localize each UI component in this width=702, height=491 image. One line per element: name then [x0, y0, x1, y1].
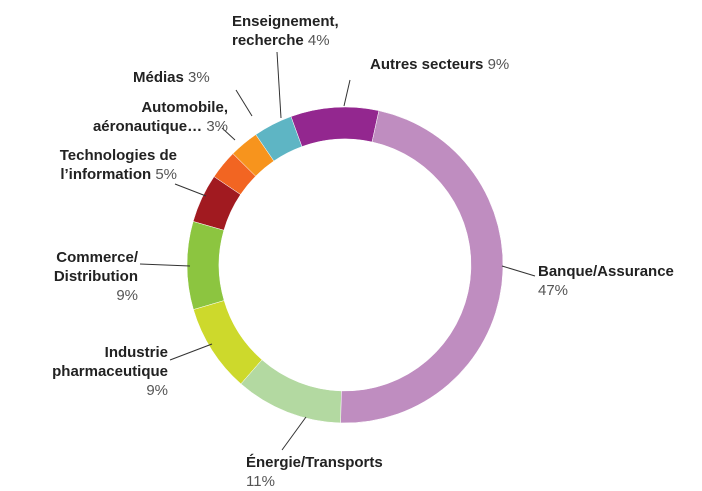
leader: [139, 263, 191, 267]
category-label: Autres secteurs: [370, 56, 484, 73]
value-label: 9%: [116, 287, 138, 304]
segment-label: Commerce/ Distribution 9%: [28, 248, 138, 305]
donut-segment: [255, 116, 303, 162]
segment-label: Automobile, aéronautique… 3%: [58, 98, 228, 136]
value-label: 3%: [188, 69, 210, 86]
value-label: 3%: [206, 118, 228, 135]
category-label: Commerce/ Distribution: [53, 249, 138, 285]
donut-segment: [290, 106, 380, 147]
value-label: 47%: [538, 282, 569, 299]
segment-label: Médias 3%: [133, 68, 263, 87]
value-label: 9%: [146, 382, 168, 399]
category-label: Enseignement, recherche: [232, 13, 339, 49]
leader: [276, 51, 282, 119]
donut-segment: [192, 176, 241, 231]
category-label: Automobile, aéronautique…: [92, 99, 228, 135]
donut-segment: [340, 110, 504, 424]
segment-label: Banque/Assurance 47%: [538, 262, 702, 300]
leader: [174, 183, 207, 197]
leader: [169, 343, 213, 361]
donut-segment: [232, 134, 275, 177]
donut-segment: [193, 300, 263, 385]
leader: [501, 265, 536, 277]
donut-segment: [213, 153, 256, 195]
category-label: Médias: [133, 69, 184, 86]
category-label: Banque/Assurance: [538, 263, 674, 280]
segment-label: Enseignement, recherche 4%: [232, 12, 347, 50]
category-label: Industrie pharmaceutique: [52, 344, 168, 380]
category-label: Technologies de l’information: [59, 147, 177, 183]
leader: [235, 89, 253, 117]
category-label: Énergie/Transports: [246, 454, 383, 471]
leader: [221, 127, 236, 141]
segment-label: Énergie/Transports 11%: [246, 453, 426, 491]
leader: [343, 79, 351, 107]
value-label: 5%: [155, 166, 177, 183]
donut-segment: [186, 221, 225, 310]
segment-label: Autres secteurs 9%: [370, 55, 560, 74]
segment-label: Industrie pharmaceutique 9%: [48, 343, 168, 400]
value-label: 11%: [246, 473, 275, 490]
value-label: 9%: [487, 56, 510, 73]
leader: [281, 416, 307, 451]
donut-segment: [240, 359, 342, 424]
leader-lines: [139, 51, 536, 451]
segment-label: Technologies de l’information 5%: [37, 146, 177, 184]
value-label: 4%: [307, 32, 330, 49]
